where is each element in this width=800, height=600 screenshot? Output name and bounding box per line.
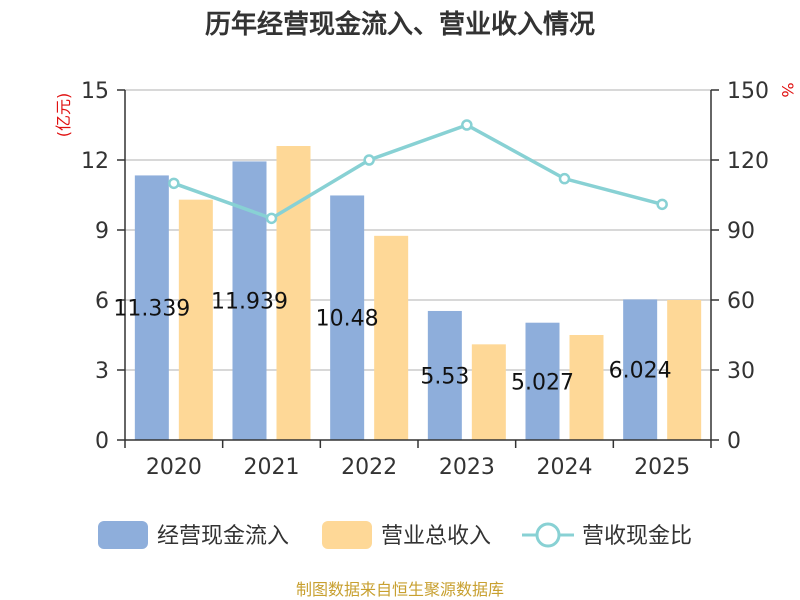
data-label: 11.339 — [113, 297, 190, 322]
line-series — [168, 119, 668, 225]
bar — [569, 335, 604, 440]
data-label: 10.48 — [316, 307, 379, 332]
data-label: 6.024 — [609, 359, 672, 384]
bar-series — [134, 146, 702, 440]
legend-marker — [535, 522, 561, 548]
data-label: 5.53 — [420, 364, 469, 389]
bar — [178, 199, 213, 440]
line-point — [265, 212, 278, 225]
bar — [330, 195, 365, 440]
source-note: 制图数据来自恒生聚源数据库 — [296, 580, 504, 599]
left-axis-unit: (亿元) — [54, 93, 73, 138]
x-tick-label: 2025 — [634, 455, 690, 480]
right-tick-label: 90 — [727, 219, 755, 244]
grid-lines — [125, 89, 711, 371]
legend-swatch — [98, 521, 148, 549]
left-tick-label: 0 — [95, 429, 109, 454]
bar — [134, 175, 169, 440]
bar — [276, 146, 311, 440]
bar — [667, 300, 702, 440]
x-tick-label: 2021 — [244, 455, 300, 480]
right-tick-label: 30 — [727, 359, 755, 384]
chart-title: 历年经营现金流入、营业收入情况 — [205, 9, 595, 40]
right-tick-label: 150 — [727, 79, 769, 104]
left-tick-label: 12 — [81, 149, 109, 174]
data-label: 11.939 — [211, 290, 288, 315]
legend: 经营现金流入 营业总收入 营收现金比 — [98, 521, 692, 549]
legend-swatch — [322, 521, 372, 549]
line-point — [363, 154, 375, 166]
bar — [427, 310, 462, 440]
x-tick-label: 2024 — [537, 455, 593, 480]
bar — [525, 322, 560, 440]
right-tick-label: 0 — [727, 429, 741, 454]
data-labels: 11.339 11.939 10.48 5.53 5.027 6.024 — [113, 290, 671, 396]
x-tick-label: 2020 — [146, 455, 202, 480]
line-point — [461, 119, 473, 131]
right-axis-unit: % — [778, 82, 797, 97]
series-line — [173, 123, 663, 221]
bar — [471, 344, 506, 440]
right-tick-label: 60 — [727, 289, 755, 314]
left-tick-label: 15 — [81, 79, 109, 104]
legend-label: 营收现金比 — [582, 524, 692, 549]
right-tick-label: 120 — [727, 149, 769, 174]
line-point — [558, 172, 571, 185]
line-point — [656, 198, 668, 211]
data-label: 5.027 — [511, 370, 574, 395]
legend-label: 经营现金流入 — [157, 524, 289, 549]
left-tick-label: 3 — [95, 359, 109, 384]
legend-label: 营业总收入 — [381, 524, 491, 549]
line-point — [168, 177, 180, 190]
bar — [374, 235, 409, 440]
left-tick-label: 6 — [95, 289, 109, 314]
bar — [623, 299, 658, 440]
x-tick-label: 2022 — [341, 455, 397, 480]
x-tick-label: 2023 — [439, 455, 495, 480]
left-tick-label: 9 — [95, 219, 109, 244]
